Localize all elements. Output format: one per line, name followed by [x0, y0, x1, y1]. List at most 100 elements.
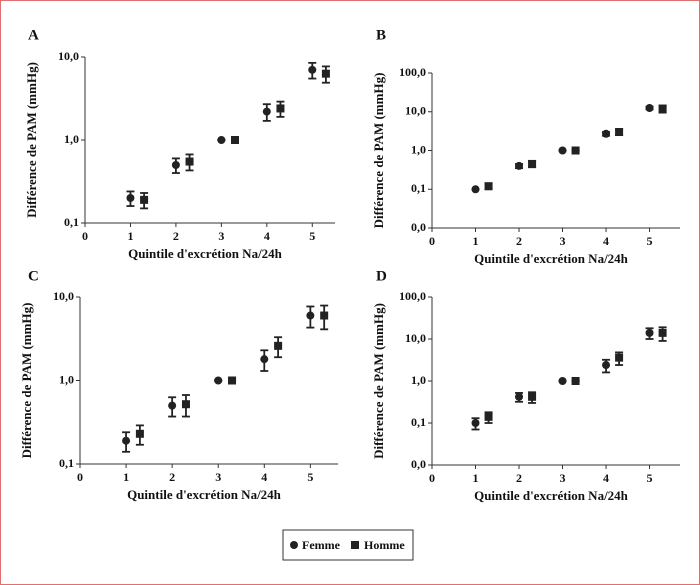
legend-box — [282, 529, 414, 561]
x-tick-label: 3 — [560, 234, 566, 248]
panel-label: D — [376, 268, 387, 284]
x-tick-label: 3 — [215, 470, 221, 484]
point — [602, 129, 611, 138]
x-tick-label: 0 — [77, 470, 83, 484]
point — [658, 328, 667, 337]
point — [308, 65, 317, 74]
legend-label: Femme — [302, 538, 341, 552]
panel-label: C — [28, 268, 39, 284]
x-tick-label: 1 — [473, 234, 479, 248]
y-tick-label: 100,0 — [399, 289, 426, 303]
x-tick-label: 4 — [603, 234, 609, 248]
y-tick-label: 10,0 — [405, 104, 426, 118]
point — [602, 361, 611, 370]
point — [260, 355, 269, 364]
point — [515, 392, 524, 401]
x-axis-label: Quintile d'excrétion Na/24h — [128, 246, 283, 261]
x-tick-label: 2 — [173, 229, 179, 243]
point — [528, 159, 537, 168]
legend-marker — [351, 541, 359, 549]
point — [276, 104, 285, 113]
point — [231, 136, 239, 144]
point — [168, 401, 177, 410]
y-tick-label: 0,1 — [411, 181, 426, 195]
x-tick-label: 4 — [264, 229, 270, 243]
panel-label: B — [376, 27, 386, 43]
x-axis-label: Quintile d'excrétion Na/24h — [474, 251, 629, 266]
x-axis-label: Quintile d'excrétion Na/24h — [474, 488, 629, 503]
point — [484, 182, 493, 191]
point — [306, 311, 315, 320]
point — [214, 376, 223, 385]
point — [320, 311, 329, 320]
point — [471, 419, 480, 427]
point — [571, 146, 580, 155]
y-tick-label: 1,0 — [411, 142, 426, 156]
legend-label: Homme — [364, 538, 405, 552]
y-tick-label: 0,1 — [59, 456, 74, 470]
x-tick-label: 0 — [429, 471, 435, 485]
x-tick-label: 3 — [218, 229, 224, 243]
point — [228, 376, 237, 385]
y-tick-label: 10,0 — [58, 49, 79, 63]
point — [484, 412, 493, 421]
x-tick-label: 5 — [307, 470, 313, 484]
y-tick-label: 0,0 — [411, 220, 426, 234]
point — [615, 128, 624, 137]
point — [274, 341, 283, 350]
y-axis-label: Différence de PAM (mmHg) — [371, 73, 386, 229]
legend-marker — [290, 541, 298, 549]
y-tick-label: 10,0 — [405, 331, 426, 345]
x-tick-label: 4 — [603, 471, 609, 485]
point — [171, 160, 180, 169]
y-axis-label: Différence de PAM (mmHg) — [19, 303, 34, 459]
point — [321, 69, 330, 78]
point — [658, 104, 667, 113]
point — [185, 157, 194, 166]
point — [122, 436, 131, 445]
point — [471, 185, 480, 194]
point — [558, 377, 567, 385]
y-tick-label: 1,0 — [411, 373, 426, 387]
y-axis-label: Différence de PAM (mmHg) — [24, 62, 39, 218]
panel-label: A — [28, 27, 39, 43]
y-tick-label: 100,0 — [399, 65, 426, 79]
legend: Femme Homme — [282, 529, 414, 561]
point — [645, 328, 654, 337]
point — [262, 107, 271, 116]
y-tick-label: 10,0 — [53, 289, 74, 303]
x-tick-label: 0 — [429, 234, 435, 248]
point — [528, 392, 537, 401]
y-tick-label: 0,1 — [411, 415, 426, 429]
y-axis-label: Différence de PAM (mmHg) — [371, 303, 386, 459]
x-tick-label: 2 — [169, 470, 175, 484]
x-tick-label: 5 — [309, 229, 315, 243]
x-tick-label: 1 — [127, 229, 133, 243]
point — [515, 161, 524, 170]
point — [571, 377, 580, 385]
x-tick-label: 3 — [560, 471, 566, 485]
point — [181, 400, 190, 409]
x-tick-label: 4 — [261, 470, 267, 484]
x-tick-label: 1 — [473, 471, 479, 485]
x-tick-label: 2 — [516, 471, 522, 485]
x-axis-label: Quintile d'excrétion Na/24h — [127, 487, 282, 502]
point — [126, 194, 135, 203]
y-tick-label: 1,0 — [59, 372, 74, 386]
x-tick-label: 0 — [82, 229, 88, 243]
point — [645, 103, 654, 112]
point — [615, 353, 624, 362]
point — [135, 429, 144, 438]
point — [140, 195, 149, 204]
point — [217, 136, 226, 144]
x-tick-label: 2 — [516, 234, 522, 248]
y-tick-label: 0,0 — [411, 457, 426, 471]
x-tick-label: 1 — [123, 470, 129, 484]
y-tick-label: 1,0 — [64, 132, 79, 146]
x-tick-label: 5 — [647, 471, 653, 485]
y-tick-label: 0,1 — [64, 215, 79, 229]
x-tick-label: 5 — [647, 234, 653, 248]
point — [558, 146, 567, 155]
